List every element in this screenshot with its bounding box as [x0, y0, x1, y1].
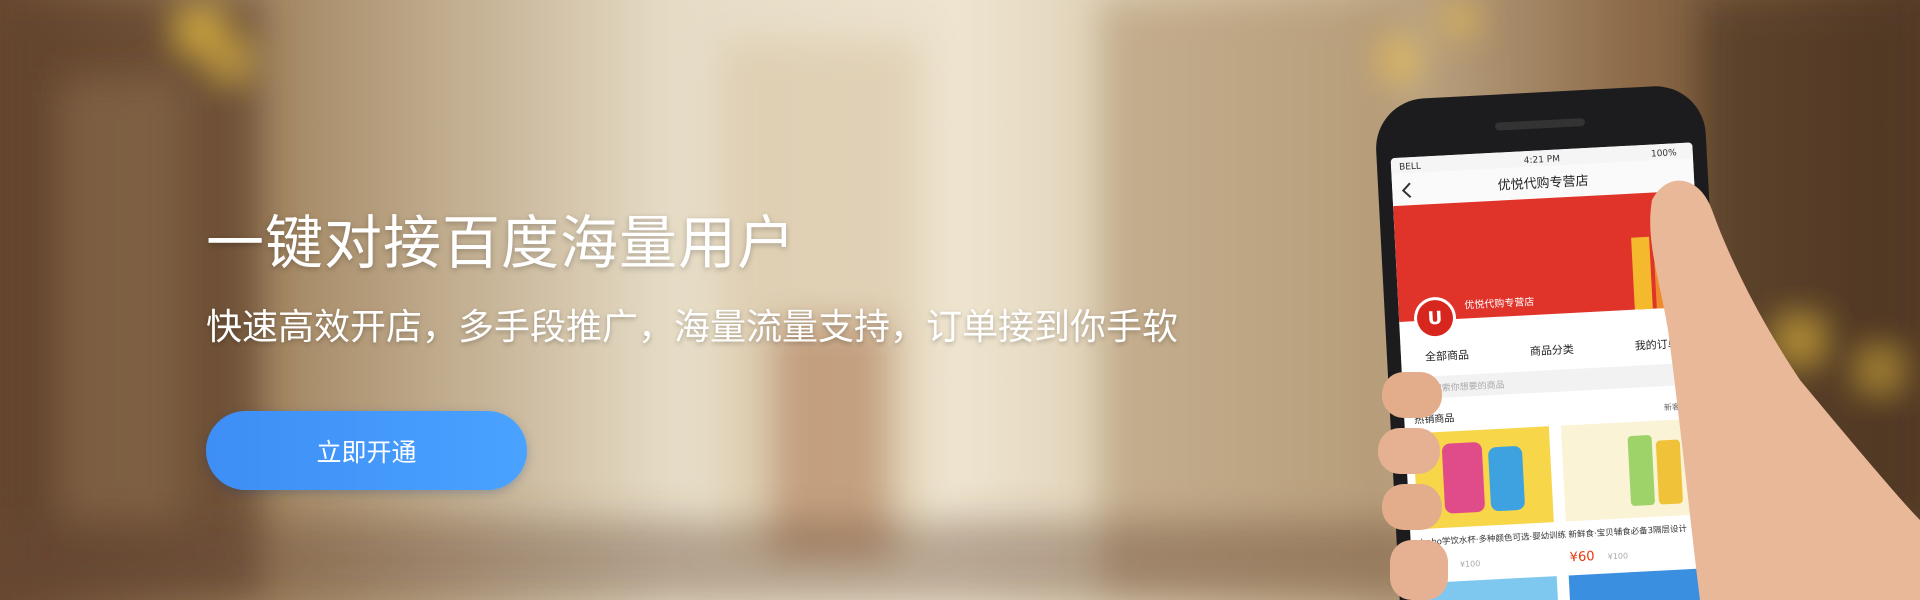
product-old-price: ¥100: [1608, 551, 1629, 561]
nav-title: 优悦代购专营店: [1497, 173, 1589, 194]
store-logo: [1417, 300, 1454, 337]
open-button[interactable]: 立即开通: [206, 411, 527, 490]
tab[interactable]: 全部商品: [1425, 347, 1470, 363]
status-time: 4:21 PM: [1524, 154, 1561, 166]
status-battery: 100%: [1651, 148, 1678, 159]
search-box[interactable]: [1410, 362, 1697, 400]
svg-text:U: U: [1427, 308, 1443, 330]
banner-title: 一键对接百度海量用户: [206, 209, 797, 277]
store-name: 优悦代购专营店: [1464, 295, 1535, 312]
tab[interactable]: 商品分类: [1530, 342, 1575, 358]
product-image: [1568, 568, 1710, 600]
back-arrow: [1401, 182, 1412, 198]
hand: [1378, 180, 1920, 600]
speaker: [1495, 118, 1585, 131]
tab[interactable]: 我的订单: [1634, 336, 1679, 352]
banner-subtitle: 快速高效开店，多手段推广，海量流量支持，订单接到你手软: [206, 307, 1179, 348]
product-image: [1420, 576, 1560, 600]
store-banner: [1393, 190, 1701, 322]
phone: BELL 4:21 PM 100% 优悦代购专营店 U 优悦代购专营店 全部商品…: [1376, 86, 1731, 600]
product-old-price: ¥100: [1460, 559, 1481, 569]
product-price: ¥60: [1569, 549, 1595, 565]
search-placeholder: 搜索你想要的商品: [1432, 379, 1505, 395]
status-carrier: BELL: [1399, 162, 1421, 173]
